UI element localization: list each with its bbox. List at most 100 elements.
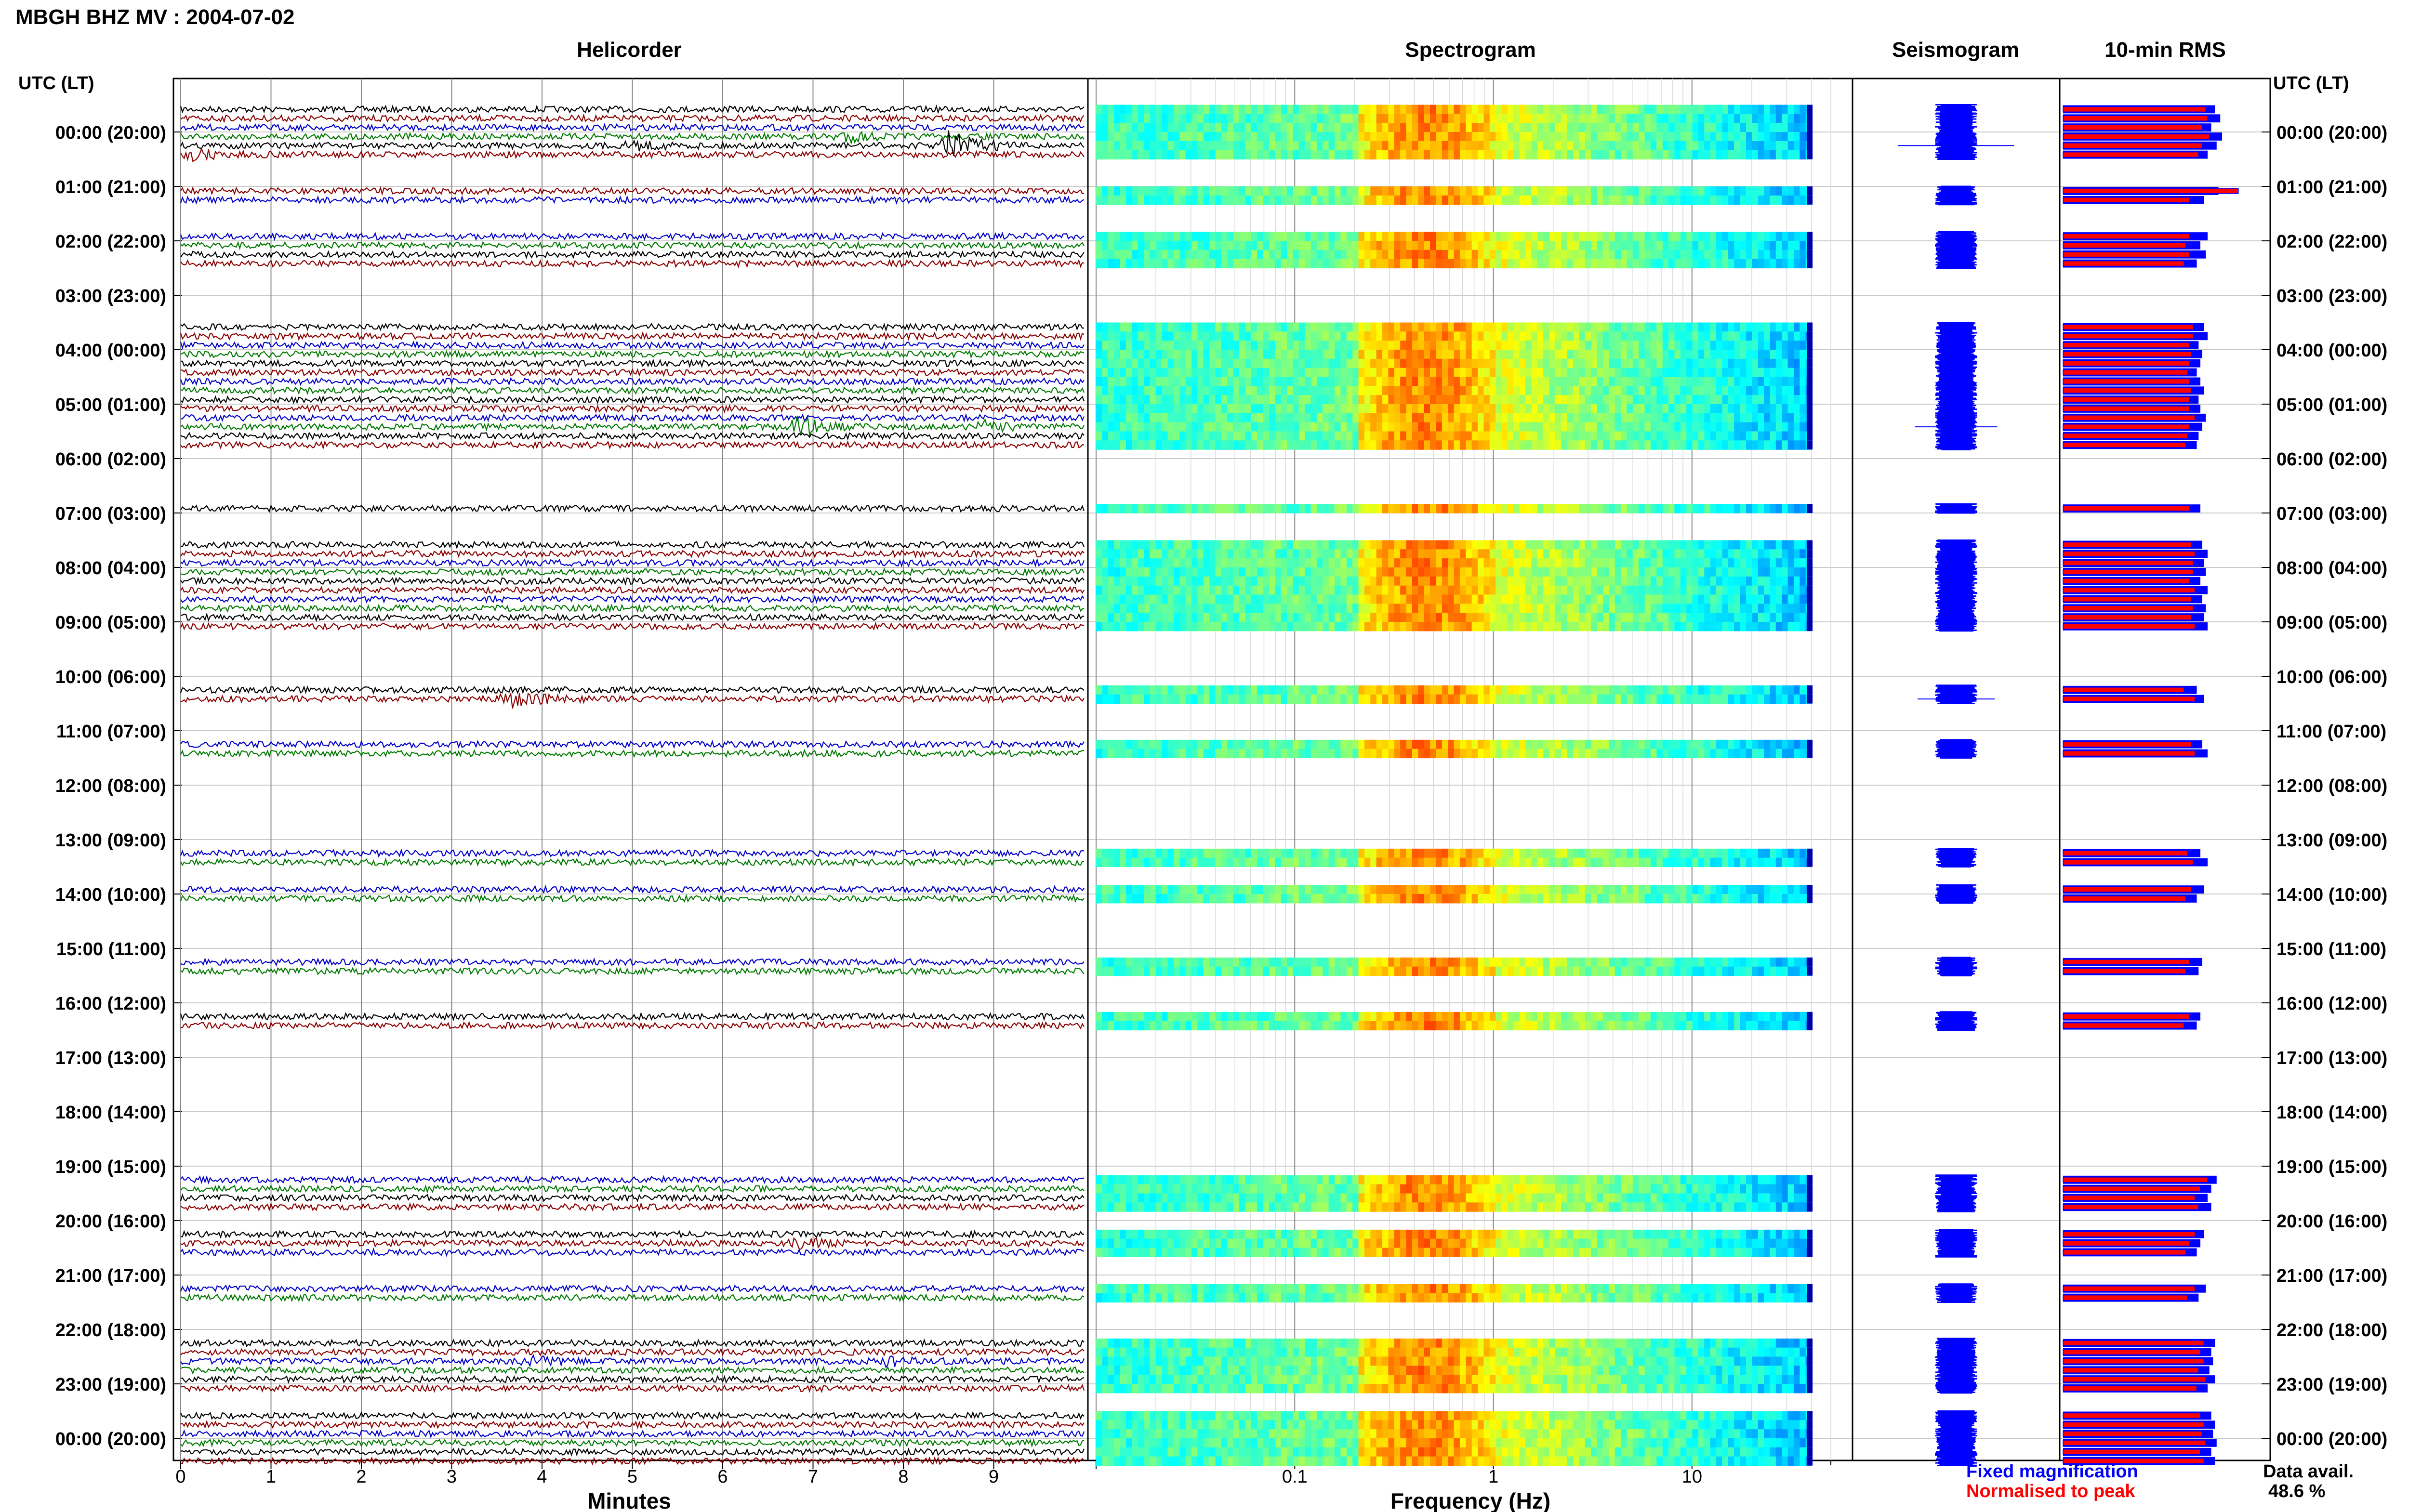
spectrogram-cell <box>1459 694 1466 704</box>
spectrogram-cell <box>1364 440 1371 450</box>
spectrogram-cell <box>1155 132 1162 142</box>
spectrogram-cell <box>1376 241 1383 250</box>
spectrogram-cell <box>1656 504 1663 513</box>
spectrogram-cell <box>1668 395 1675 405</box>
spectrogram-cell <box>1459 622 1466 631</box>
spectrogram-cell <box>1466 105 1472 114</box>
spectrogram-cell <box>1698 604 1705 613</box>
spectrogram-cell <box>1221 250 1228 260</box>
spectrogram-cell <box>1692 422 1699 432</box>
spectrogram-cell <box>1185 567 1192 577</box>
spectrogram-cell <box>1537 368 1544 378</box>
spectrogram-cell <box>1489 150 1496 160</box>
spectrogram-cell <box>1197 613 1204 622</box>
spectrogram-cell <box>1621 567 1628 577</box>
spectrogram-cell <box>1680 504 1687 513</box>
spectrogram-cell <box>1179 685 1186 695</box>
spectrogram-cell <box>1102 241 1109 250</box>
spectrogram-cell <box>1209 567 1216 577</box>
spectrogram-cell <box>1191 594 1198 604</box>
spectrogram-cell <box>1531 186 1538 196</box>
spectrogram-cell <box>1209 368 1216 378</box>
spectrogram-cell <box>1269 558 1275 568</box>
spectrogram-cell <box>1233 141 1240 151</box>
spectrogram-cell <box>1591 540 1598 550</box>
spectrogram-cell <box>1585 576 1591 586</box>
spectrogram-cell <box>1102 395 1109 405</box>
spectrogram-cell <box>1454 404 1460 414</box>
spectrogram-cell <box>1579 622 1586 631</box>
spectrogram-cell <box>1293 540 1299 550</box>
spectrogram-cell <box>1394 540 1401 550</box>
spectrogram-cell <box>1656 132 1663 142</box>
spectrogram-cell <box>1573 341 1580 350</box>
spectrogram-cell <box>1704 341 1711 350</box>
spectrogram-cell <box>1293 567 1299 577</box>
spectrogram-cell <box>1424 241 1430 250</box>
spectrogram-cell <box>1573 377 1580 386</box>
spectrogram-cell <box>1537 413 1544 423</box>
spectrogram-cell <box>1418 622 1425 631</box>
spectrogram-cell <box>1561 123 1568 132</box>
spectrogram-cell <box>1483 114 1490 123</box>
spectrogram-cell <box>1132 613 1138 622</box>
spectrogram-cell <box>1179 413 1186 423</box>
spectrogram-cell <box>1519 594 1526 604</box>
spectrogram-cell <box>1298 604 1305 613</box>
spectrogram-cell <box>1239 114 1245 123</box>
spectrogram-cell <box>1328 195 1335 205</box>
spectrogram-cell <box>1740 549 1747 559</box>
spectrogram-cell <box>1150 132 1156 142</box>
spectrogram-cell <box>1323 331 1329 341</box>
spectrogram-cell <box>1281 377 1287 386</box>
spectrogram-cell <box>1680 585 1687 595</box>
spectrogram-cell <box>1644 132 1651 142</box>
spectrogram-cell <box>1597 241 1603 250</box>
spectrogram-cell <box>1108 613 1114 622</box>
spectrogram-cell <box>1412 322 1418 332</box>
spectrogram-cell <box>1555 431 1562 441</box>
spectrogram-cell <box>1478 141 1484 151</box>
spectrogram-cell <box>1310 386 1317 395</box>
spectrogram-cell <box>1108 540 1114 550</box>
spectrogram-cell <box>1537 322 1544 332</box>
spectrogram-cell <box>1501 150 1508 160</box>
spectrogram-cell <box>1346 440 1353 450</box>
spectrogram-cell <box>1179 549 1186 559</box>
spectrogram-cell <box>1471 549 1478 559</box>
spectrogram-cell <box>1466 250 1472 260</box>
spectrogram-cell <box>1108 694 1114 704</box>
hour-label-right: 13:00 (09:00) <box>2277 830 2387 851</box>
spectrogram-cell <box>1448 431 1455 441</box>
spectrogram-cell <box>1221 613 1228 622</box>
spectrogram-cell <box>1191 685 1198 695</box>
spectrogram-cell <box>1221 341 1228 350</box>
spectrogram-cell <box>1370 622 1377 631</box>
spectrogram-cell <box>1501 232 1508 241</box>
spectrogram-cell <box>1656 585 1663 595</box>
spectrogram-cell <box>1793 259 1800 269</box>
spectrogram-cell <box>1125 604 1132 613</box>
spectrogram-cell <box>1478 377 1484 386</box>
spectrogram-cell <box>1394 341 1401 350</box>
spectrogram-cell <box>1770 604 1776 613</box>
spectrogram-cell <box>1179 331 1186 341</box>
spectrogram-cell <box>1281 141 1287 151</box>
spectrogram-cell <box>1406 422 1413 432</box>
spectrogram-cell <box>1209 413 1216 423</box>
spectrogram-cell <box>1376 567 1383 577</box>
spectrogram-cell <box>1305 186 1311 196</box>
spectrogram-cell <box>1346 431 1353 441</box>
spectrogram-cell <box>1239 186 1245 196</box>
spectrogram-cell <box>1531 331 1538 341</box>
spectrogram-cell <box>1352 331 1359 341</box>
spectrogram-cell <box>1609 540 1615 550</box>
spectrogram-cell <box>1567 259 1574 269</box>
spectrogram-cell <box>1722 132 1729 142</box>
spectrogram-cell <box>1531 558 1538 568</box>
spectrogram-cell <box>1370 123 1377 132</box>
spectrogram-cell <box>1239 331 1245 341</box>
spectrogram-cell <box>1471 341 1478 350</box>
spectrogram-cell <box>1144 350 1150 359</box>
spectrogram-cell <box>1436 413 1443 423</box>
